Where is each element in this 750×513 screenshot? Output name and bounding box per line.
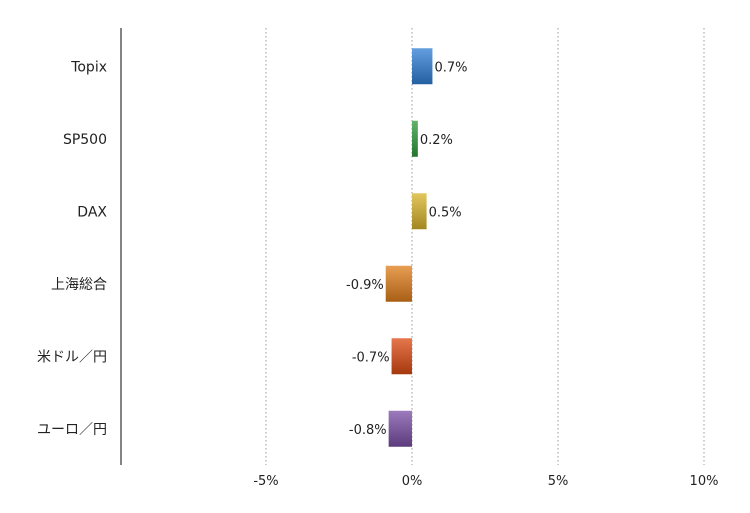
bar [412,48,433,85]
bar [391,338,412,375]
bars [385,48,433,447]
x-tick-label: 10% [690,474,719,489]
value-label: -0.9% [346,278,384,293]
value-label: 0.7% [434,60,467,75]
category-label: 上海総合 [51,277,107,293]
grid-lines [265,28,705,465]
value-label: -0.7% [352,350,390,365]
value-label: 0.2% [420,133,453,148]
x-tick-label: 0% [402,474,423,489]
category-label: 米ドル／円 [37,349,107,365]
value-label: -0.8% [349,423,387,438]
bar [388,410,412,447]
value-label: 0.5% [429,205,462,220]
bar [412,120,418,157]
category-label: ユーロ／円 [37,422,107,438]
bar [385,265,412,302]
value-labels: 0.7% 0.2% 0.5% -0.9% -0.7% -0.8% [346,60,467,438]
bar [412,193,427,230]
category-label: SP500 [63,132,107,148]
x-tick-label: 5% [548,474,569,489]
x-tick-labels: -5% 0% 5% 10% [253,474,718,489]
category-label: DAX [77,204,107,220]
category-label: Topix [70,59,107,75]
x-tick-label: -5% [253,474,278,489]
